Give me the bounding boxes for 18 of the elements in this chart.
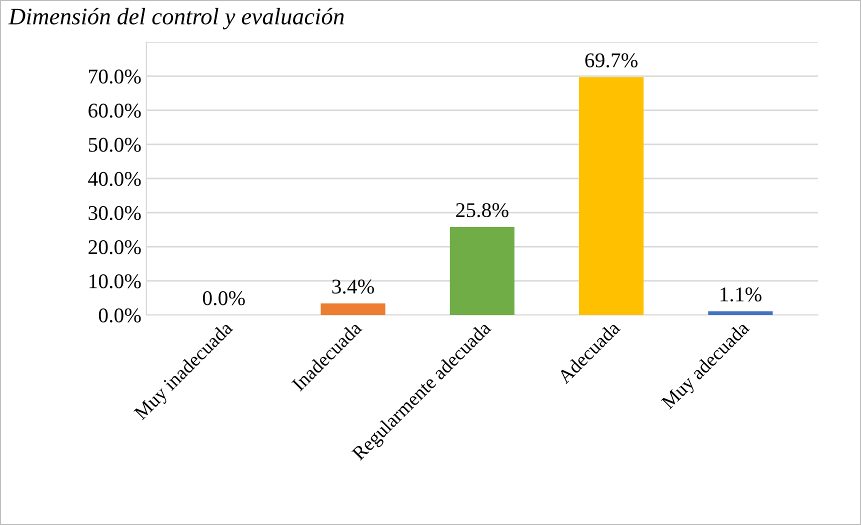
y-tick-label: 30.0% — [88, 206, 141, 220]
bar — [320, 303, 386, 315]
y-tick-label: 70.0% — [89, 70, 141, 84]
data-label: 3.4% — [332, 280, 374, 294]
data-label: 25.8% — [456, 203, 508, 218]
bar — [579, 77, 644, 315]
y-tick-label: 10.0% — [90, 274, 141, 288]
bar — [450, 226, 514, 315]
data-label: 0.0% — [202, 291, 245, 306]
y-tick-label: 50.0% — [88, 138, 141, 152]
y-tick-label: 40.0% — [88, 172, 141, 186]
y-tick-label: 60.0% — [88, 104, 141, 118]
data-label: 69.7% — [585, 53, 638, 68]
y-tick-label: 20.0% — [88, 240, 141, 254]
data-label: 1.1% — [720, 287, 762, 302]
y-tick-label: 0.0% — [98, 308, 141, 323]
chart-title: Dimensión del control y evaluación — [8, 8, 344, 30]
bar — [708, 311, 773, 315]
